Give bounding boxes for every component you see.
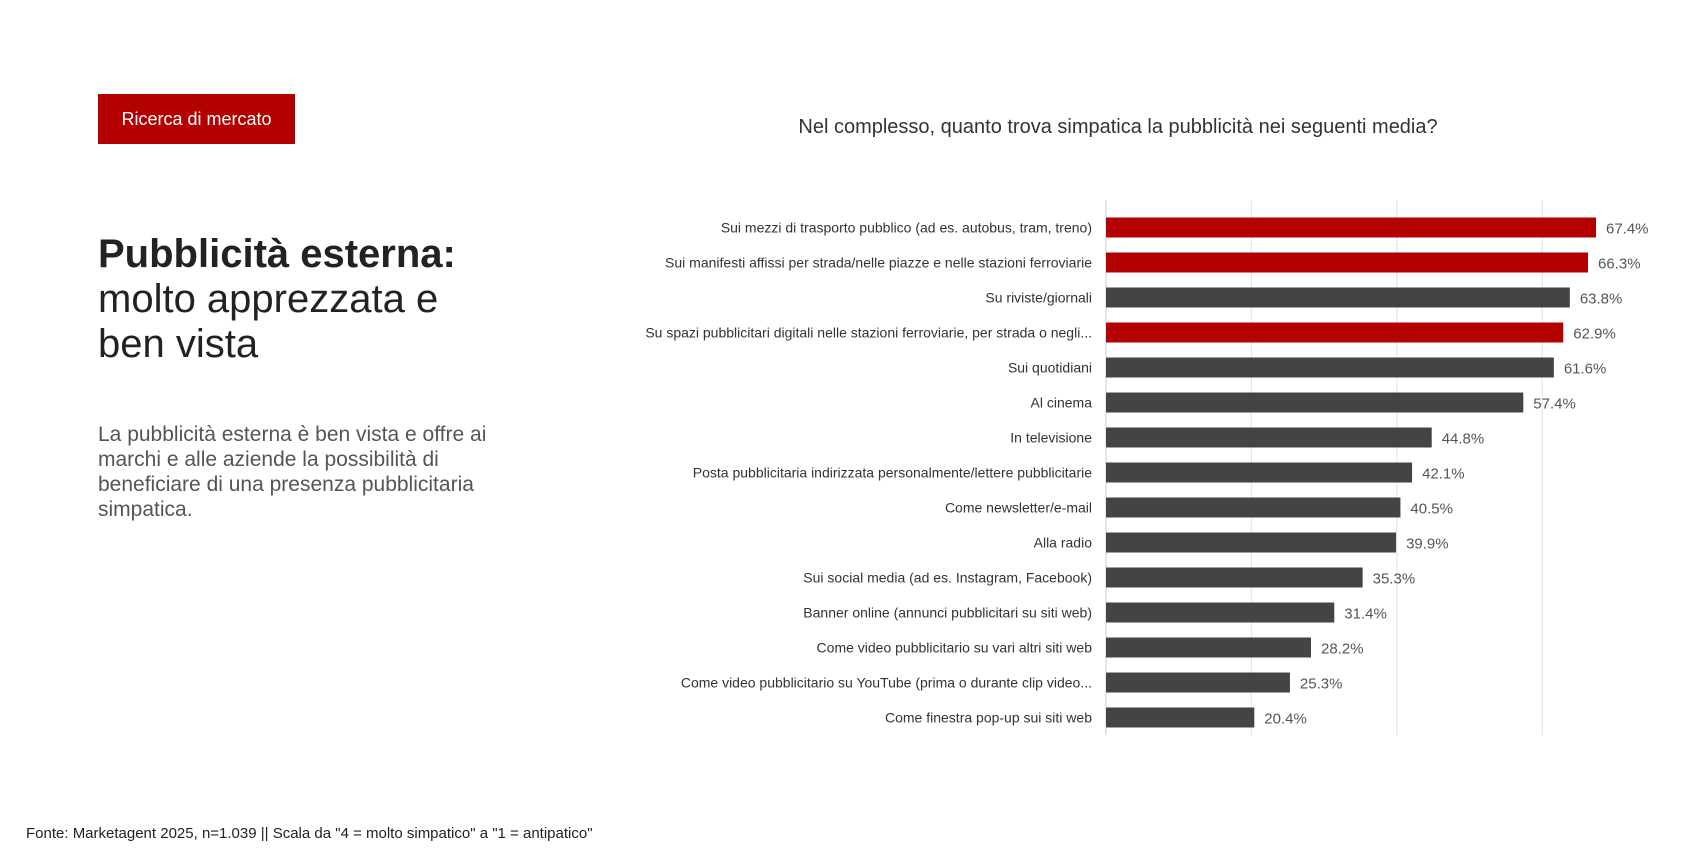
bar xyxy=(1106,287,1570,308)
headline-light: molto apprezzata e ben vista xyxy=(98,277,439,366)
category-label: Alla radio xyxy=(1034,535,1093,551)
bar xyxy=(1106,322,1564,343)
chart-question: Nel complesso, quanto trova simpatica la… xyxy=(798,116,1438,138)
category-label: Sui manifesti affissi per strada/nelle p… xyxy=(665,255,1092,271)
value-label: 35.3% xyxy=(1373,571,1416,588)
bar xyxy=(1106,637,1312,658)
headline: Pubblicità esterna: molto apprezzata e b… xyxy=(98,232,558,367)
value-label: 63.8% xyxy=(1580,291,1623,308)
bar xyxy=(1106,567,1363,588)
category-tag: Ricerca di mercato xyxy=(98,94,295,144)
headline-bold: Pubblicità esterna: xyxy=(98,232,456,276)
category-label: Su spazi pubblicitari digitali nelle sta… xyxy=(645,325,1092,341)
source-footnote: Fonte: Marketagent 2025, n=1.039 || Scal… xyxy=(26,825,593,842)
category-label: Sui social media (ad es. Instagram, Face… xyxy=(803,570,1092,586)
category-label: In televisione xyxy=(1010,430,1092,446)
value-label: 44.8% xyxy=(1442,431,1485,448)
category-label: Sui quotidiani xyxy=(1008,360,1092,376)
bar xyxy=(1106,392,1524,413)
bar xyxy=(1106,672,1290,693)
value-label: 28.2% xyxy=(1321,641,1364,658)
category-label: Come video pubblicitario su vari altri s… xyxy=(817,640,1093,656)
value-label: 20.4% xyxy=(1264,711,1307,728)
bar xyxy=(1106,427,1432,448)
bar xyxy=(1106,497,1401,518)
bar xyxy=(1106,707,1255,728)
category-label: Su riviste/giornali xyxy=(985,290,1092,306)
value-label: 31.4% xyxy=(1344,606,1387,623)
bar xyxy=(1106,602,1335,623)
value-label: 61.6% xyxy=(1564,361,1607,378)
value-label: 42.1% xyxy=(1422,466,1465,483)
bar xyxy=(1106,532,1397,553)
category-label: Come finestra pop-up sui siti web xyxy=(885,710,1092,726)
value-label: 67.4% xyxy=(1606,221,1649,238)
category-label: Come video pubblicitario su YouTube (pri… xyxy=(681,675,1092,691)
category-label: Come newsletter/e-mail xyxy=(945,500,1092,516)
bar xyxy=(1106,357,1554,378)
category-label: Al cinema xyxy=(1031,395,1093,411)
category-label: Sui mezzi di trasporto pubblico (ad es. … xyxy=(721,220,1092,236)
value-label: 25.3% xyxy=(1300,676,1343,693)
value-label: 40.5% xyxy=(1410,501,1453,518)
category-label: Banner online (annunci pubblicitari su s… xyxy=(803,605,1092,621)
category-label: Posta pubblicitaria indirizzata personal… xyxy=(693,465,1092,481)
bar xyxy=(1106,217,1596,238)
value-label: 39.9% xyxy=(1406,536,1449,553)
bar xyxy=(1106,252,1589,273)
bar-chart: Sui mezzi di trasporto pubblico (ad es. … xyxy=(645,200,1649,735)
body-text: La pubblicità esterna è ben vista e offr… xyxy=(98,423,487,521)
value-label: 62.9% xyxy=(1573,326,1616,343)
value-label: 57.4% xyxy=(1533,396,1576,413)
value-label: 66.3% xyxy=(1598,256,1641,273)
bar xyxy=(1106,462,1413,483)
